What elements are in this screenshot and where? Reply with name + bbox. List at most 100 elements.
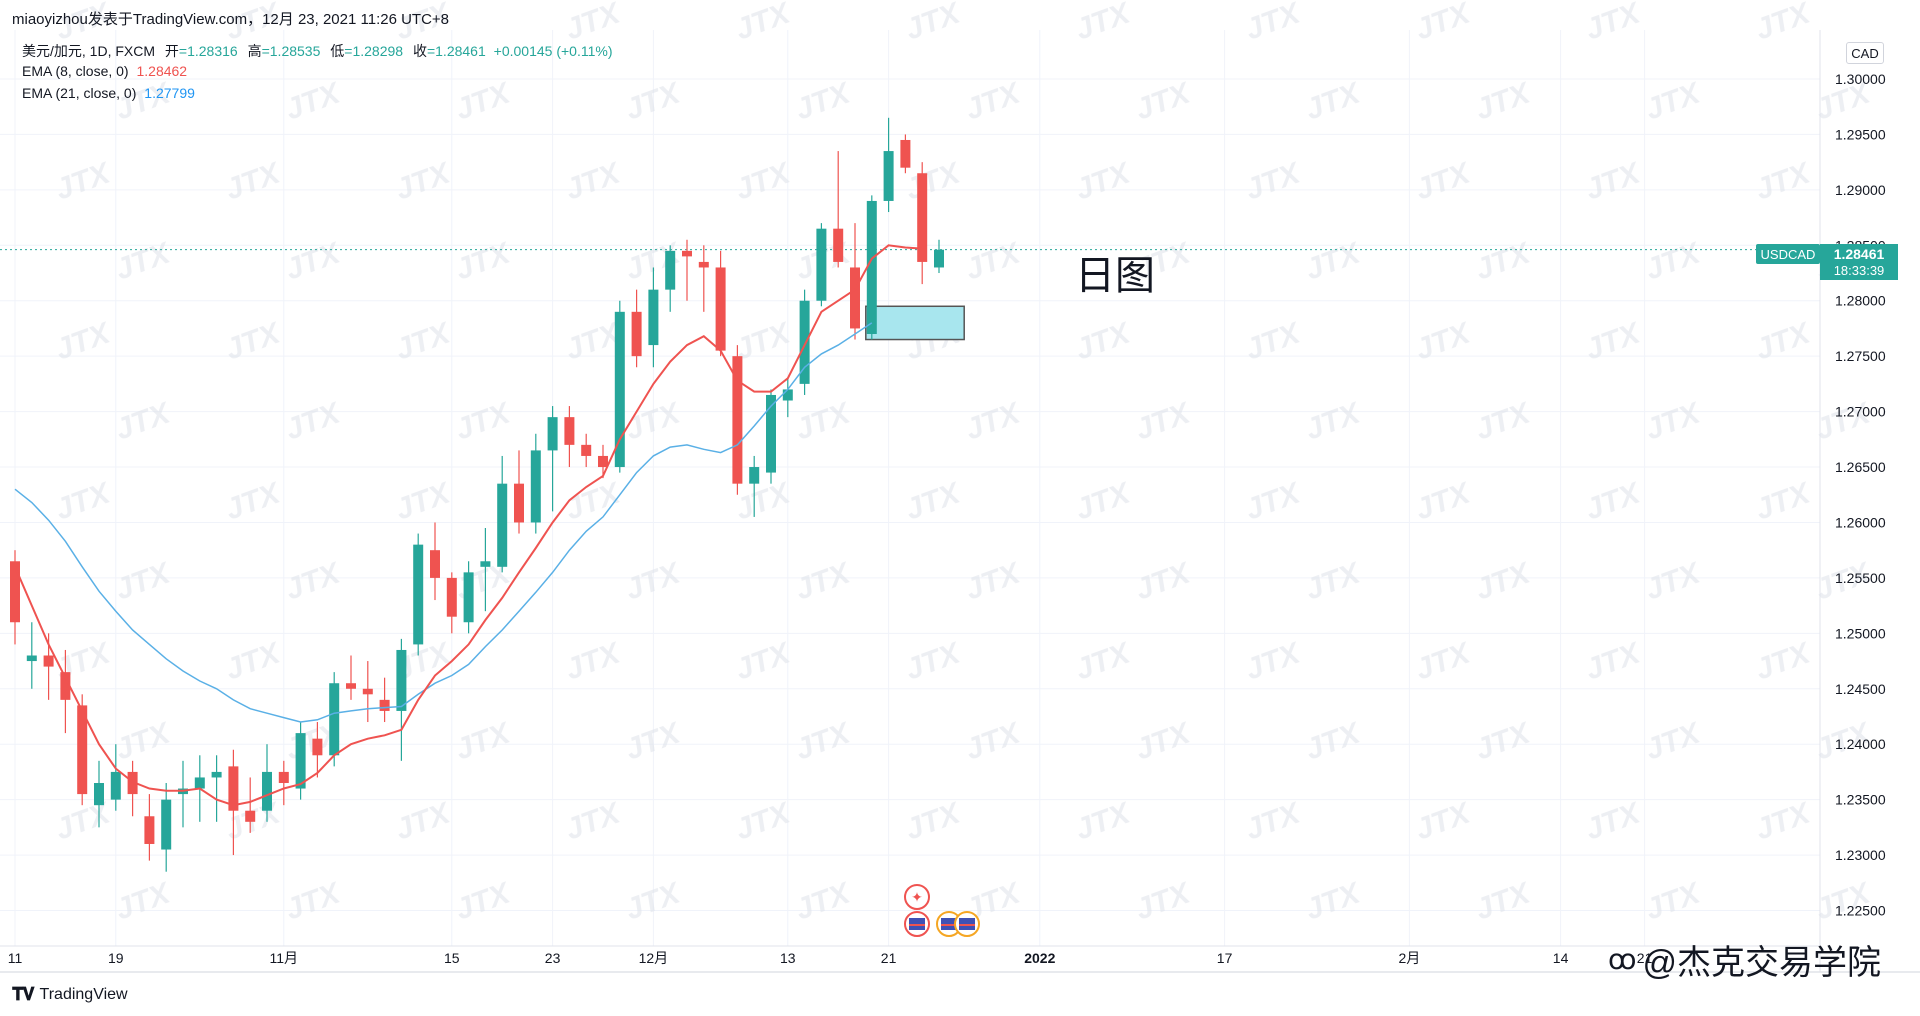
watermark-text: JTX [451, 396, 516, 447]
candle[interactable] [161, 783, 172, 872]
candle[interactable] [211, 755, 222, 822]
watermark-text: JTX [561, 156, 626, 207]
watermark-text: JTX [111, 396, 176, 447]
candle[interactable] [833, 151, 844, 268]
demand-zone-box[interactable] [865, 305, 965, 341]
watermark-text: JTX [1641, 556, 1706, 607]
watermark-text: JTX [791, 76, 856, 127]
candle[interactable] [413, 533, 424, 656]
candle[interactable] [816, 223, 827, 307]
candle[interactable] [312, 722, 323, 778]
candle[interactable] [698, 245, 709, 312]
close-value: =1.28461 [426, 43, 486, 59]
candle-body [514, 483, 524, 523]
watermark-text: JTX [1071, 156, 1136, 207]
candle[interactable] [228, 749, 239, 856]
candle[interactable] [547, 406, 558, 512]
candle[interactable] [782, 378, 793, 418]
watermark-text: JTX [961, 76, 1026, 127]
watermark-text: JTX [1411, 796, 1476, 847]
watermark-text: JTX [1301, 556, 1366, 607]
candle[interactable] [396, 638, 407, 761]
candle[interactable] [900, 134, 911, 174]
candle[interactable] [245, 777, 256, 833]
candle[interactable] [866, 195, 877, 340]
watermark-text: JTX [561, 476, 626, 527]
candle[interactable] [127, 760, 138, 817]
watermark-text: JTX [1751, 636, 1816, 687]
candle[interactable] [94, 760, 104, 828]
candle-body [110, 771, 121, 800]
watermark-text: JTX [1581, 796, 1646, 847]
tradingview-logo-text: TradingView [39, 985, 128, 1003]
open-value: =1.28316 [178, 43, 238, 59]
watermark-text: JTX [561, 636, 626, 687]
candle[interactable] [346, 655, 356, 700]
candle[interactable] [682, 239, 692, 301]
candle[interactable] [749, 455, 760, 517]
candle[interactable] [564, 406, 575, 468]
candle[interactable] [732, 345, 743, 495]
tradingview-logo[interactable]: 𝐓𝐕 TradingView [12, 984, 128, 1005]
price-tick-label: 1.30000 [1835, 71, 1886, 87]
watermark-text: JTX [1471, 716, 1536, 767]
candle[interactable] [631, 289, 642, 368]
watermark-text: JTX [731, 156, 796, 207]
candle-body [60, 672, 71, 700]
candle[interactable] [178, 760, 188, 828]
watermark-text: JTX [1641, 76, 1706, 127]
watermark-text: JTX [1411, 476, 1476, 527]
time-tick-label: 21 [1637, 950, 1653, 966]
candle[interactable] [614, 300, 625, 473]
candle[interactable] [530, 433, 541, 534]
candle-body [547, 417, 558, 451]
price-tag[interactable]: USDCAD 1.28461 18:33:39 [1756, 244, 1898, 280]
candle[interactable] [379, 677, 390, 723]
watermark-text: JTX [1131, 716, 1196, 767]
candle-body [581, 444, 592, 456]
candle[interactable] [329, 672, 340, 767]
candle[interactable] [26, 622, 37, 689]
candle[interactable] [430, 522, 440, 601]
watermark-text: JTX [451, 236, 516, 287]
candle[interactable] [934, 239, 944, 274]
symbol-legend[interactable]: 美元/加元, 1D, FXCM 开=1.28316 高=1.28535 低=1.… [22, 41, 613, 61]
candle[interactable] [883, 117, 894, 213]
event-icons[interactable]: ✦ [904, 884, 980, 937]
watermark-text: JTX [901, 796, 966, 847]
candle[interactable] [262, 744, 272, 822]
candle[interactable] [598, 444, 608, 479]
candle[interactable] [715, 250, 726, 357]
candle[interactable] [463, 561, 474, 634]
watermark-text: JTX [1071, 636, 1136, 687]
currency-button[interactable]: CAD [1846, 42, 1884, 64]
price-tag-symbol: USDCAD [1761, 247, 1816, 262]
price-tick-label: 1.23500 [1835, 792, 1886, 808]
candle[interactable] [497, 455, 508, 573]
candle[interactable] [917, 162, 928, 285]
candle[interactable] [278, 760, 289, 806]
candle[interactable] [514, 450, 524, 534]
candle[interactable] [10, 550, 20, 645]
candle[interactable] [581, 433, 592, 468]
candle-body [161, 799, 172, 850]
candle-body [698, 261, 709, 268]
candle[interactable] [480, 528, 491, 612]
candle[interactable] [665, 245, 676, 312]
low-value: =1.28298 [344, 43, 404, 59]
candle[interactable] [799, 289, 810, 395]
candle[interactable] [144, 794, 155, 861]
candle[interactable] [110, 744, 121, 811]
candle[interactable] [295, 722, 306, 800]
candle-body [278, 771, 289, 784]
candle[interactable] [648, 267, 659, 368]
candle[interactable] [60, 649, 71, 734]
candle-body [245, 810, 256, 822]
ema21-legend[interactable]: EMA (21, close, 0) 1.27799 [22, 85, 195, 101]
ema8-legend[interactable]: EMA (8, close, 0) 1.28462 [22, 63, 187, 79]
candle[interactable] [362, 661, 373, 723]
watermark-text: JTX [1241, 476, 1306, 527]
candle[interactable] [850, 223, 860, 340]
candle[interactable] [446, 572, 457, 634]
